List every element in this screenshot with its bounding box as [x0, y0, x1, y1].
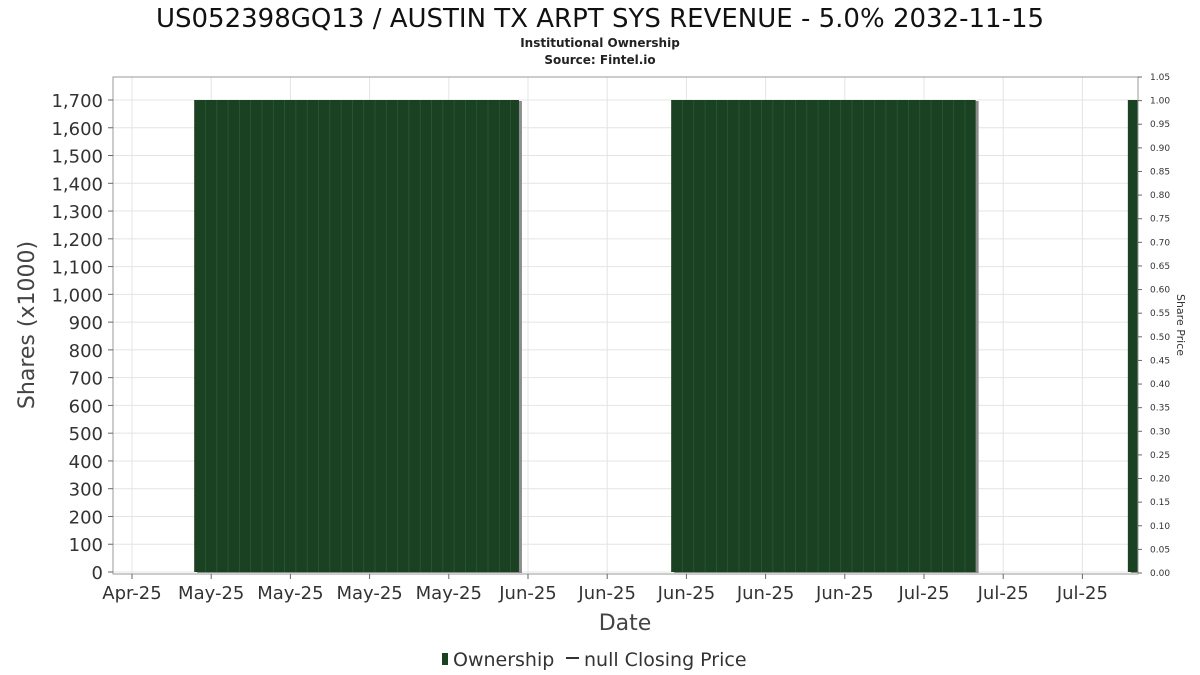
- x-tick-label: Jun-25: [736, 583, 795, 604]
- y2-tick-label: 0.40: [1150, 380, 1170, 390]
- legend-ownership-label: Ownership: [453, 649, 554, 671]
- y2-tick-label: 0.65: [1150, 262, 1170, 272]
- y2-tick-label: 0.50: [1150, 333, 1170, 343]
- y2-tick-label: 0.95: [1150, 120, 1170, 130]
- y-tick-label: 400: [69, 452, 103, 473]
- plot-area: [112, 76, 1139, 575]
- x-tick-label: Jul-25: [1056, 583, 1108, 604]
- y-tick-label: 300: [69, 480, 103, 501]
- y-tick-label: 1,200: [51, 230, 103, 251]
- x-tick-label: May-25: [336, 583, 402, 604]
- y-axis: 0 100 200 300 400 500 600 700 800 900 1,000 1,100 1,…: [51, 91, 113, 584]
- y-tick-label: 500: [69, 424, 103, 445]
- ownership-bar-block: [671, 100, 976, 572]
- secondary-y-axis-title: Share Price: [1174, 294, 1187, 356]
- y-tick-label: 1,300: [51, 202, 103, 223]
- y-tick-label: 800: [69, 341, 103, 362]
- ownership-bar-block: [1127, 100, 1138, 572]
- x-tick-label: May-25: [178, 583, 244, 604]
- legend: Ownership null Closing Price: [442, 649, 747, 671]
- y2-tick-label: 0.60: [1150, 286, 1170, 296]
- x-tick-label: May-25: [416, 583, 482, 604]
- y-tick-label: 1,100: [51, 258, 103, 279]
- y2-tick-label: 0.15: [1150, 498, 1170, 508]
- y2-tick-label: 1.00: [1150, 97, 1170, 107]
- x-tick-label: Jun-25: [577, 583, 636, 604]
- x-tick-label: Jun-25: [657, 583, 716, 604]
- x-tick-label: Jun-25: [815, 583, 874, 604]
- y-tick-label: 1,700: [51, 91, 103, 112]
- legend-ownership-swatch: [442, 653, 448, 665]
- chart-title: US052398GQ13 / AUSTIN TX ARPT SYS REVENU…: [156, 4, 1044, 34]
- y2-tick-label: 0.80: [1150, 191, 1170, 201]
- y-tick-label: 1,000: [51, 285, 103, 306]
- y2-tick-label: 0.30: [1150, 427, 1170, 437]
- y2-tick-label: 0.85: [1150, 167, 1170, 177]
- legend-price-label: null Closing Price: [584, 649, 747, 671]
- y2-tick-label: 0.75: [1150, 215, 1170, 225]
- y2-tick-label: 0.90: [1150, 144, 1170, 154]
- y-tick-label: 700: [69, 369, 103, 390]
- y2-tick-label: 0.55: [1150, 309, 1170, 319]
- y-tick-label: 600: [69, 396, 103, 417]
- ownership-bars: [194, 100, 1138, 573]
- y2-tick-label: 0.10: [1150, 522, 1170, 532]
- secondary-y-axis: 0.00 0.05 0.10 0.15 0.20 0.25 0.30 0.35 0.40 0.45…: [1138, 73, 1170, 579]
- x-tick-label: Jul-25: [897, 583, 949, 604]
- y-tick-label: 1,600: [51, 119, 103, 140]
- x-tick-label: May-25: [257, 583, 323, 604]
- y-tick-label: 0: [92, 563, 103, 584]
- y2-tick-label: 0.25: [1150, 451, 1170, 461]
- y-tick-label: 900: [69, 313, 103, 334]
- chart-subtitle: Institutional Ownership: [520, 36, 680, 50]
- x-axis: Apr-25 May-25 May-25 May-25 May-25 Jun-25 Jun-…: [102, 574, 1108, 604]
- ownership-bar-block: [194, 100, 519, 572]
- y-tick-label: 200: [69, 507, 103, 528]
- y-tick-label: 1,400: [51, 174, 103, 195]
- y2-tick-label: 0.70: [1150, 238, 1170, 248]
- x-tick-label: Jun-25: [498, 583, 557, 604]
- y2-tick-label: 0.45: [1150, 356, 1170, 366]
- x-tick-label: Apr-25: [102, 583, 161, 604]
- y2-tick-label: 0.00: [1150, 569, 1170, 579]
- y2-tick-label: 0.20: [1150, 475, 1170, 485]
- y2-tick-label: 0.05: [1150, 545, 1170, 555]
- x-axis-title: Date: [599, 611, 652, 636]
- y2-tick-label: 1.05: [1150, 73, 1170, 83]
- y2-tick-label: 0.35: [1150, 404, 1170, 414]
- y-tick-label: 1,500: [51, 147, 103, 168]
- chart-source: Source: Fintel.io: [544, 53, 655, 67]
- y-axis-title: Shares (x1000): [15, 241, 40, 409]
- y-tick-label: 100: [69, 535, 103, 556]
- x-tick-label: Jul-25: [977, 583, 1029, 604]
